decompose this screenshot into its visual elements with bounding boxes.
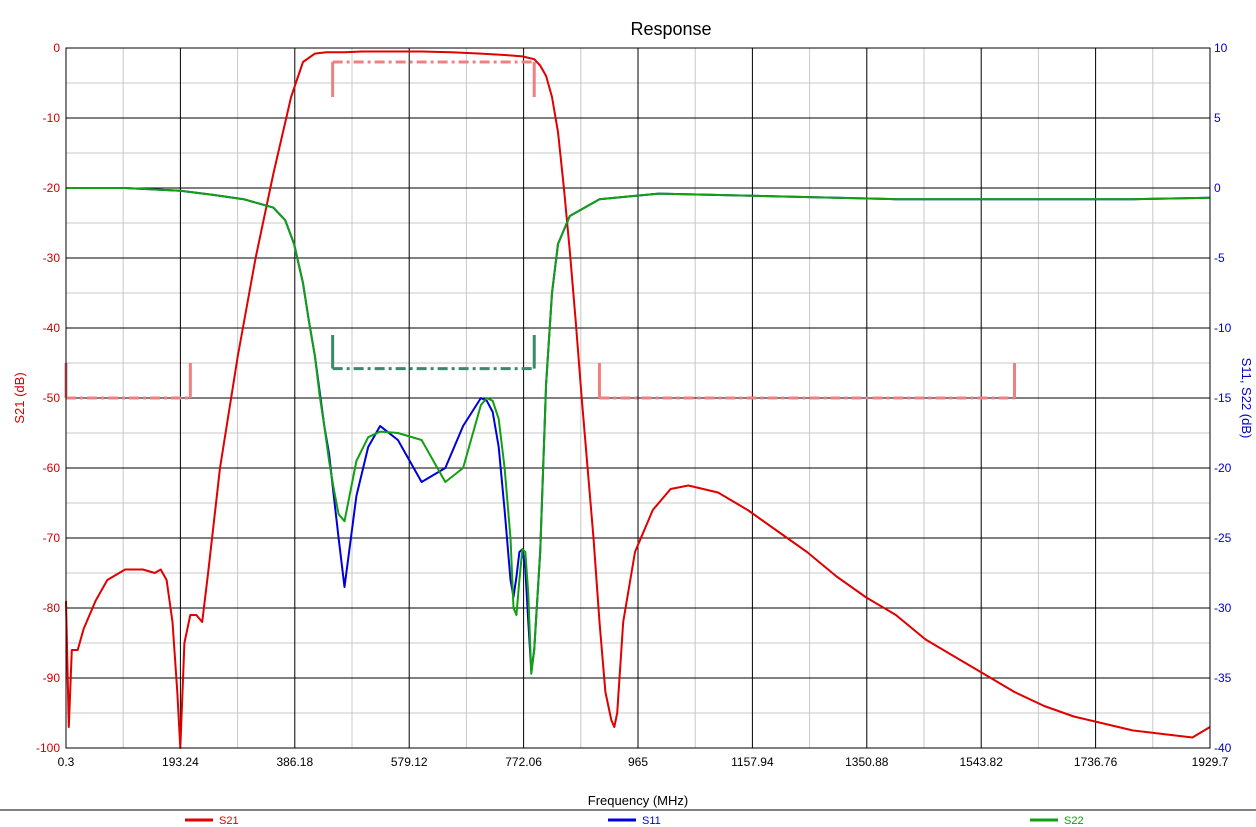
legend: S21 S11 S22 [185,815,1084,827]
y-tick-right-label: 5 [1214,111,1221,125]
y-tick-right-label: -5 [1214,251,1225,265]
x-axis-ticks: 0.3 193.24 386.18 579.12 772.06 965 1157.94 135… [58,755,1229,769]
y-tick-left-label: -70 [43,531,61,545]
series-line-s22 [66,187,1211,675]
plot-area-frame [65,47,1211,749]
right-axis-ticks: 10 5 0 -5 -10 -15 -20 -25 -30 -35 -40 [1214,41,1232,755]
y-tick-left-label: 0 [53,41,60,55]
series-lines [65,50,1211,749]
y-tick-right-label: -40 [1214,741,1232,755]
y-tick-right-label: 10 [1214,41,1228,55]
x-tick-label: 772.06 [505,755,542,769]
x-tick-label: 1929.7 [1192,755,1229,769]
x-tick-label: 0.3 [58,755,75,769]
y-tick-right-label: -10 [1214,321,1232,335]
y-tick-right-label: -15 [1214,391,1232,405]
x-tick-label: 193.24 [162,755,199,769]
chart-title: Response [630,19,711,39]
x-tick-label: 1350.88 [845,755,889,769]
x-tick-label: 965 [628,755,648,769]
y-tick-right-label: -25 [1214,531,1232,545]
y-tick-left-label: -30 [43,251,61,265]
y-tick-left-label: -50 [43,391,61,405]
y-tick-left-label: -100 [36,741,60,755]
y-tick-left-label: -20 [43,181,61,195]
x-tick-label: 1736.76 [1074,755,1118,769]
y-axis-right-label: S11, S22 (dB) [1239,358,1254,439]
y-tick-left-label: -60 [43,461,61,475]
y-tick-right-label: 0 [1214,181,1221,195]
y-tick-left-label: -90 [43,671,61,685]
y-tick-left-label: -80 [43,601,61,615]
x-tick-label: 386.18 [276,755,313,769]
legend-label-s22: S22 [1064,815,1084,827]
y-tick-right-label: -35 [1214,671,1232,685]
left-axis-ticks: 0 -10 -20 -30 -40 -50 -60 -70 -80 -90 -100 [36,41,60,755]
x-tick-label: 1543.82 [960,755,1004,769]
x-tick-label: 1157.94 [731,755,774,769]
y-tick-right-label: -20 [1214,461,1232,475]
legend-label-s11: S11 [642,815,661,827]
y-tick-left-label: -10 [43,111,61,125]
x-tick-label: 579.12 [391,755,428,769]
x-axis-label: Frequency (MHz) [588,793,688,808]
y-tick-right-label: -30 [1214,601,1232,615]
y-axis-left-label: S21 (dB) [12,372,27,423]
series-line-s21 [65,50,1211,749]
legend-label-s21: S21 [219,815,239,827]
spec-masks [64,60,1017,400]
y-tick-left-label: -40 [43,321,61,335]
